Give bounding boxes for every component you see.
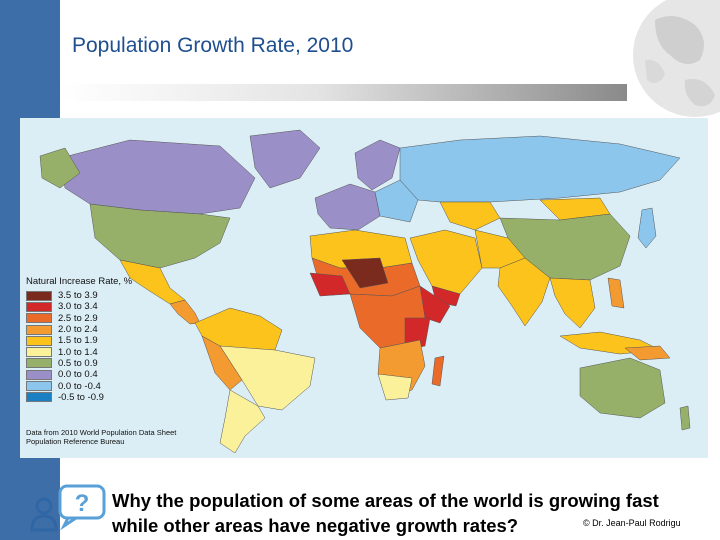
header-gradient-band [60,84,627,101]
legend-label: 2.5 to 2.9 [58,312,98,324]
legend-item: 2.5 to 2.9 [26,313,196,324]
legend-item: 0.0 to 0.4 [26,369,196,380]
legend-item: 0.0 to -0.4 [26,380,196,392]
alaska-region [39,147,81,189]
greenland-region [249,129,321,189]
legend-item: 1.0 to 1.4 [26,346,196,358]
brazil-region [219,345,316,411]
legend-title: Natural Increase Rate, % [26,276,133,287]
russia-region [399,135,681,203]
source-line-2: Population Reference Bureau [26,437,125,446]
question-text: Why the population of some areas of the … [112,488,718,538]
globe-decoration [633,0,720,117]
niger-mali-region [341,257,389,289]
source-line-1: Data from 2010 World Population Data She… [26,428,177,437]
question-line-2: while other areas have negative growth r… [112,515,519,536]
scandinavia-region [354,139,401,191]
legend-item: 3.5 to 3.9 [26,290,196,301]
legend-label: 0.0 to -0.4 [58,380,101,392]
legend-label: 1.5 to 1.9 [58,335,98,347]
legend-label: 1.0 to 1.4 [58,346,98,358]
legend-item: 0.5 to 0.9 [26,358,196,369]
world-map: Natural Increase Rate, % 3.5 to 3.9 3.0 … [20,118,708,458]
legend-swatch [26,335,52,346]
madagascar-region [431,355,445,387]
author-credit: © Dr. Jean-Paul Rodrigu [583,518,681,528]
andes-region [201,335,243,391]
legend-label: -0.5 to -0.9 [58,391,104,403]
japan-region [637,207,657,249]
southern-cone-region [219,389,266,454]
legend-swatch [26,324,52,335]
legend-label: 3.5 to 3.9 [58,290,98,302]
india-region [497,257,551,327]
svg-text:?: ? [75,490,90,517]
philippines-region [607,277,625,309]
horn-of-africa-region [419,285,451,324]
australia-region [579,357,666,419]
map-source-note: Data from 2010 World Population Data She… [26,428,176,446]
new-zealand-region [679,405,691,431]
southeast-asia-region [549,277,596,329]
western-europe-region [314,183,381,231]
new-guinea-region [624,345,671,361]
legend-swatch [26,313,52,324]
question-person-icon: ? [30,484,106,532]
legend-swatch [26,290,52,301]
question-line-1: Why the population of some areas of the … [112,490,659,511]
usa-region [89,203,231,269]
legend-item: 3.0 to 3.4 [26,301,196,312]
legend-item: 1.5 to 1.9 [26,335,196,346]
legend-swatch [26,369,52,380]
legend-label: 0.0 to 0.4 [58,369,98,381]
legend-swatch [26,392,52,403]
eastern-europe-region [374,179,419,223]
slide-title: Population Growth Rate, 2010 [72,34,354,57]
legend-item: 2.0 to 2.4 [26,324,196,335]
south-africa-region [377,373,413,401]
middle-east-region [409,229,483,295]
legend-swatch [26,301,52,312]
map-legend: Natural Increase Rate, % 3.5 to 3.9 3.0 … [26,276,196,403]
legend-swatch [26,347,52,358]
legend-label: 0.5 to 0.9 [58,357,98,369]
kazakhstan-region [439,201,501,231]
canada-region [59,139,256,215]
legend-swatch [26,358,52,369]
legend-swatch [26,381,52,392]
legend-label: 2.0 to 2.4 [58,324,98,336]
legend-item: -0.5 to -0.9 [26,392,196,403]
legend-label: 3.0 to 3.4 [58,301,98,313]
